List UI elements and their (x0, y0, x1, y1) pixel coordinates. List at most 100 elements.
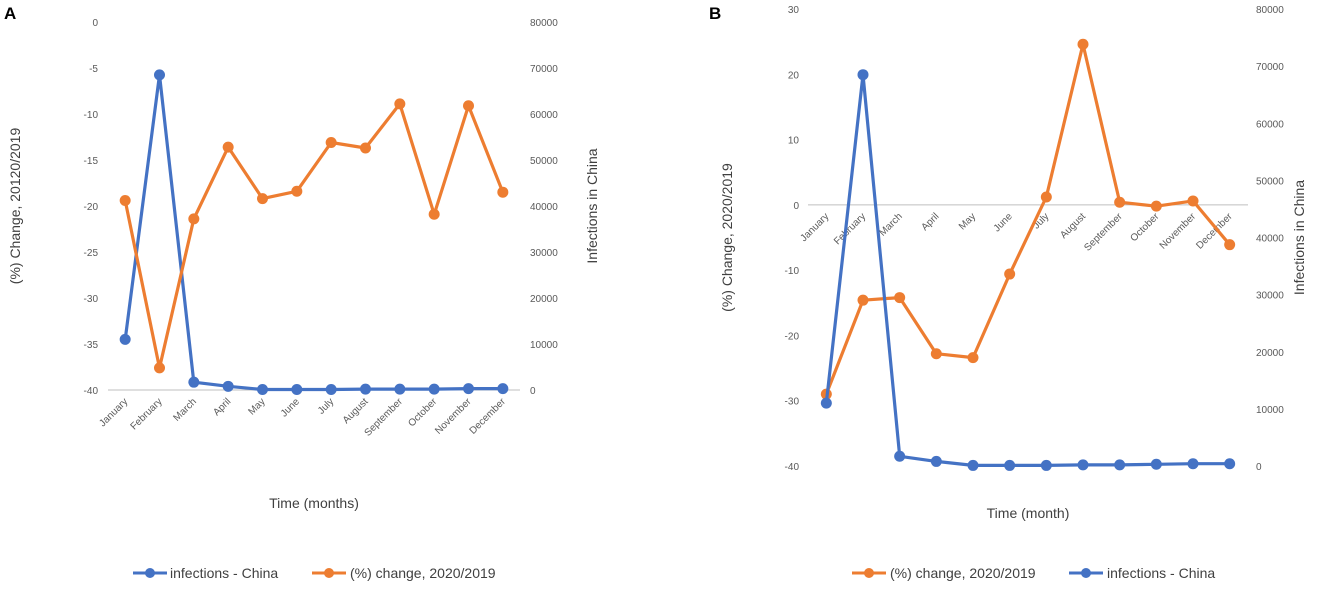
data-point-infections-china-b (1040, 459, 1052, 471)
series-line-infections-china-b (824, 73, 1230, 467)
legend-swatch-marker-a (145, 568, 155, 578)
data-point-infections-china-b (894, 450, 906, 462)
data-point-change-2020-2019-a (325, 137, 337, 149)
series-line-infections-china-a (123, 73, 503, 392)
x-tick-label-a: August (341, 396, 371, 426)
data-point-change-2020-2019-b (1004, 268, 1016, 280)
y-tick-label-b: 20 (788, 70, 800, 81)
y-tick-label-a: -25 (84, 248, 99, 259)
legend-swatch-marker-b (864, 568, 874, 578)
y2-axis-title-b: Infections in China (1291, 180, 1307, 295)
data-point-infections-china-a (257, 384, 268, 396)
y-tick-label-b: -30 (785, 397, 800, 408)
data-point-change-2020-2019-a (360, 142, 371, 154)
y2-tick-label-b: 80000 (1256, 5, 1284, 16)
x-tick-label-b: April (920, 211, 942, 233)
panel-label-b: B (709, 4, 721, 23)
data-point-change-2020-2019-b (967, 352, 979, 364)
y2-tick-label-a: 60000 (530, 110, 558, 121)
y-tick-label-a: -40 (84, 386, 99, 397)
data-point-change-2020-2019-b (1187, 195, 1199, 207)
data-point-change-2020-2019-a (497, 186, 509, 198)
x-tick-label-b: March (877, 211, 904, 238)
data-point-infections-china-a (222, 380, 234, 392)
legend-label-a: infections - China (170, 565, 278, 581)
y2-tick-label-b: 0 (1256, 462, 1262, 473)
y-axis-title-a: (%) Change, 20120/2019 (7, 128, 23, 285)
data-point-infections-china-b (1224, 458, 1236, 470)
y2-tick-label-a: 70000 (530, 64, 558, 75)
legend-label-b: infections - China (1107, 565, 1215, 581)
data-point-change-2020-2019-b (1040, 191, 1052, 203)
data-point-change-2020-2019-a (222, 141, 234, 153)
y-tick-label-a: 0 (92, 18, 98, 29)
data-point-infections-china-a (119, 333, 131, 345)
panel-label-a: A (4, 4, 16, 23)
y-tick-label-a: -15 (84, 156, 99, 167)
y-tick-label-b: 10 (788, 136, 800, 147)
y-tick-label-b: -10 (785, 266, 800, 277)
data-point-change-2020-2019-a (119, 194, 131, 206)
data-point-infections-china-a (394, 383, 406, 395)
y2-tick-label-b: 10000 (1256, 405, 1284, 416)
x-tick-label-a: April (211, 396, 233, 418)
y-tick-label-a: -5 (89, 64, 98, 75)
legend-swatch-marker-a (324, 568, 334, 578)
data-point-infections-china-b (930, 455, 942, 467)
x-tick-label-b: February (832, 211, 868, 247)
y-tick-label-a: -20 (84, 202, 99, 213)
data-point-change-2020-2019-a (188, 213, 200, 225)
data-point-change-2020-2019-a (257, 193, 268, 205)
data-point-infections-china-a (291, 384, 303, 396)
data-point-change-2020-2019-a (463, 100, 474, 112)
legend-label-b: (%) change, 2020/2019 (890, 565, 1036, 581)
data-point-infections-china-a (325, 384, 337, 396)
y-tick-label-b: -40 (785, 462, 800, 473)
y2-tick-label-a: 30000 (530, 248, 558, 259)
x-tick-label-a: September (363, 396, 406, 439)
x-tick-label-b: January (799, 211, 832, 244)
data-point-infections-china-b (1004, 459, 1016, 471)
data-point-infections-china-a (188, 376, 200, 388)
x-tick-label-b: October (1129, 211, 1162, 244)
data-point-change-2020-2019-b (857, 294, 869, 306)
x-tick-label-b: May (957, 211, 978, 232)
data-point-change-2020-2019-b (930, 348, 942, 360)
y-tick-label-a: -35 (84, 340, 99, 351)
data-point-infections-china-b (967, 459, 979, 471)
legend-swatch-marker-b (1081, 568, 1091, 578)
y2-tick-label-a: 10000 (530, 340, 558, 351)
y2-tick-label-b: 20000 (1256, 348, 1284, 359)
data-point-change-2020-2019-a (291, 185, 303, 197)
x-tick-label-b: June (992, 211, 1015, 234)
x-tick-label-b: November (1158, 211, 1199, 252)
data-point-change-2020-2019-a (428, 208, 440, 220)
x-tick-label-b: August (1058, 211, 1088, 241)
y2-tick-label-b: 40000 (1256, 234, 1284, 245)
data-point-infections-china-b (1187, 458, 1199, 470)
data-point-infections-china-a (360, 383, 371, 395)
y-tick-label-b: 30 (788, 5, 800, 16)
y2-tick-label-b: 60000 (1256, 119, 1284, 130)
data-point-infections-china-a (497, 383, 509, 395)
y2-axis-title-a: Infections in China (584, 148, 600, 263)
y2-tick-label-a: 20000 (530, 294, 558, 305)
data-point-change-2020-2019-b (1150, 200, 1162, 212)
data-point-change-2020-2019-a (154, 362, 165, 374)
x-tick-label-a: June (279, 396, 302, 419)
chart-panel-b: 30 20 10 0 -10 -20 -30 -40 80000 70000 60000 50000 4… (719, 5, 1307, 581)
x-axis-title-b: Time (month) (987, 505, 1070, 521)
y2-tick-label-a: 80000 (530, 18, 558, 29)
y2-tick-label-b: 30000 (1256, 291, 1284, 302)
y2-tick-label-b: 70000 (1256, 62, 1284, 73)
y-axis-title-b: (%) Change, 2020/2019 (719, 163, 735, 312)
y-tick-label-b: 0 (793, 201, 799, 212)
data-point-change-2020-2019-b (894, 292, 906, 304)
data-point-infections-china-b (1150, 458, 1162, 470)
y-tick-label-a: -30 (84, 294, 99, 305)
x-tick-label-a: December (468, 396, 509, 437)
x-tick-label-a: January (97, 396, 130, 429)
y2-tick-label-a: 50000 (530, 156, 558, 167)
data-point-infections-china-b (1077, 459, 1089, 471)
